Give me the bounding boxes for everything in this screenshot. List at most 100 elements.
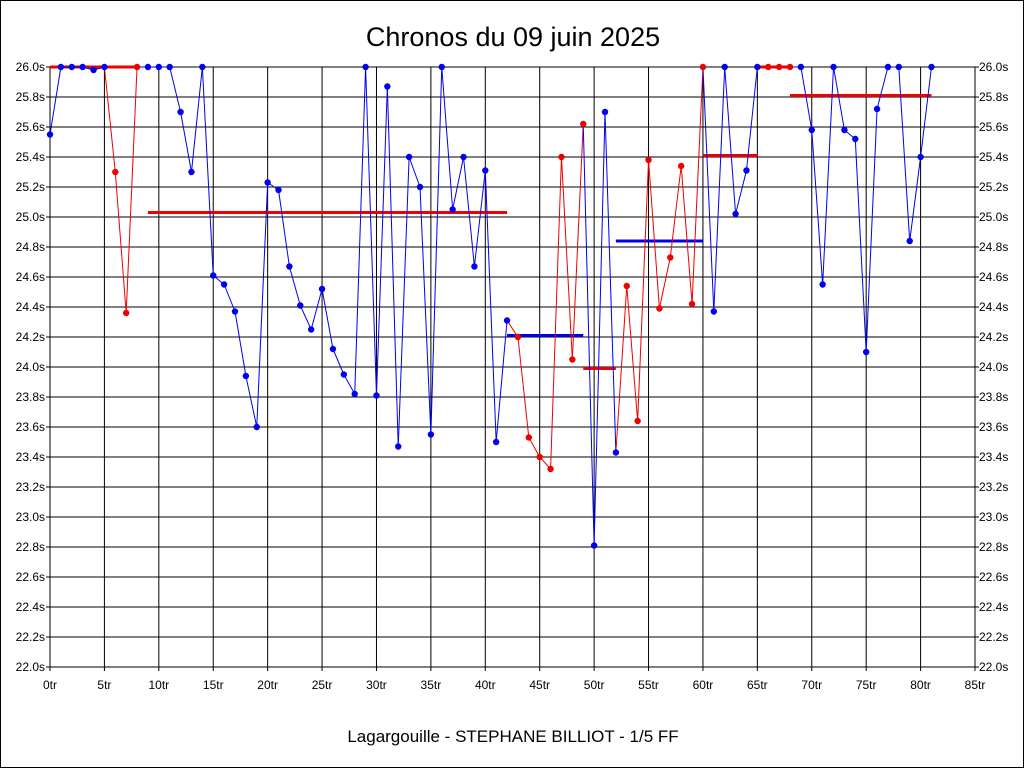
y-tick-label-right: 24.4s — [979, 300, 1008, 314]
lap-point — [351, 390, 358, 398]
series-segment — [223, 284, 236, 312]
y-tick-label-right: 26.0s — [979, 60, 1008, 74]
series-segment — [571, 123, 584, 360]
series-segment — [386, 86, 399, 447]
y-tick-label-right: 25.2s — [979, 180, 1008, 194]
lap-point — [688, 300, 696, 308]
series-segment — [920, 66, 932, 158]
lap-point — [612, 449, 620, 456]
series-segment — [800, 66, 813, 131]
series-segment — [169, 66, 182, 113]
series-segment — [234, 311, 247, 377]
lap-point — [188, 168, 195, 176]
lap-point — [590, 542, 598, 549]
lap-point — [754, 63, 761, 71]
series-segment — [822, 66, 835, 285]
lap-point — [623, 282, 630, 290]
series-segment — [909, 156, 922, 242]
lap-point — [395, 443, 402, 450]
series-segment — [408, 156, 421, 188]
y-axis-right: 22.0s 22.2s 22.4s 22.6s 22.8s 23.0s 23.2s 23.4s… — [975, 60, 1008, 674]
lap-point — [765, 63, 772, 71]
lap-point — [101, 63, 108, 71]
y-tick-label-right: 25.6s — [979, 120, 1008, 134]
lap-point — [68, 63, 75, 71]
series-segment — [680, 165, 693, 305]
lap-point — [797, 63, 805, 71]
series-segment — [365, 66, 377, 396]
series-segment — [278, 189, 290, 267]
y-axis-left: 22.0s 22.2s 22.4s 22.6s 22.8s 23.0s 23.2s 23.4s… — [16, 60, 50, 674]
lap-point — [656, 305, 663, 312]
y-tick-label: 23.8s — [16, 390, 45, 404]
x-tick-label: 40tr — [475, 678, 496, 692]
series-segment — [299, 305, 312, 330]
series-segment — [397, 156, 410, 447]
x-tick-label: 15tr — [203, 678, 224, 692]
y-tick-label: 22.8s — [16, 540, 45, 554]
series-segment — [114, 171, 127, 314]
lap-point — [569, 356, 576, 363]
x-tick-label: 0tr — [43, 678, 57, 692]
lap-point — [634, 417, 641, 425]
chart-subtitle: Lagargouille - STEPHANE BILLIOT - 1/5 FF — [347, 727, 678, 746]
series-segment — [201, 66, 214, 276]
lap-point — [112, 168, 119, 176]
y-tick-label-right: 25.0s — [979, 210, 1008, 224]
lap-point — [775, 63, 783, 71]
series-segment — [550, 156, 562, 470]
lap-point — [90, 66, 97, 74]
lap-point — [318, 285, 326, 293]
x-tick-label: 50tr — [584, 678, 605, 692]
y-tick-label: 22.2s — [16, 630, 45, 644]
series-segment — [745, 66, 758, 171]
series-segment — [735, 170, 747, 215]
y-tick-label: 25.0s — [16, 210, 45, 224]
lap-point — [710, 308, 718, 315]
plot-border — [49, 66, 976, 668]
series-segment — [310, 288, 323, 330]
lap-point — [819, 281, 826, 288]
y-tick-label-right: 22.2s — [979, 630, 1008, 644]
lap-point — [405, 153, 413, 161]
series-segment — [560, 156, 573, 360]
lap-point — [830, 63, 837, 71]
series-segment — [321, 288, 334, 350]
lap-point — [177, 108, 184, 116]
x-tick-label: 45tr — [529, 678, 550, 692]
y-tick-label-right: 22.4s — [979, 600, 1008, 614]
y-tick-label-right: 24.2s — [979, 330, 1008, 344]
x-tick-label: 20tr — [257, 678, 278, 692]
y-tick-label-right: 25.4s — [979, 150, 1008, 164]
y-tick-label-right: 25.8s — [979, 90, 1008, 104]
x-tick-label: 10tr — [148, 678, 169, 692]
series-segment — [604, 111, 617, 453]
y-tick-label-right: 23.4s — [979, 450, 1008, 464]
y-tick-label: 25.4s — [16, 150, 45, 164]
x-tick-label: 55tr — [638, 678, 659, 692]
x-tick-label: 75tr — [856, 678, 877, 692]
series-segment — [724, 66, 737, 215]
series-segment — [180, 111, 192, 173]
series-segment — [626, 285, 639, 422]
lap-point — [438, 63, 445, 71]
y-tick-label: 22.6s — [16, 570, 45, 584]
y-tick-label: 23.6s — [16, 420, 45, 434]
x-tick-label: 60tr — [693, 678, 714, 692]
lap-point — [743, 167, 750, 174]
series-segment — [190, 66, 203, 173]
lap-point — [852, 135, 859, 143]
lap-point — [699, 63, 707, 71]
y-tick-label: 23.2s — [16, 480, 45, 494]
lap-point — [471, 263, 478, 270]
lap-point — [242, 372, 250, 380]
x-tick-label: 80tr — [910, 678, 931, 692]
y-tick-label-right: 22.8s — [979, 540, 1008, 554]
series-segment — [615, 285, 628, 453]
lap-point — [884, 63, 892, 71]
x-tick-label: 5tr — [97, 678, 111, 692]
y-tick-label: 25.8s — [16, 90, 45, 104]
series-segment — [517, 336, 530, 438]
series-segment — [582, 123, 595, 546]
